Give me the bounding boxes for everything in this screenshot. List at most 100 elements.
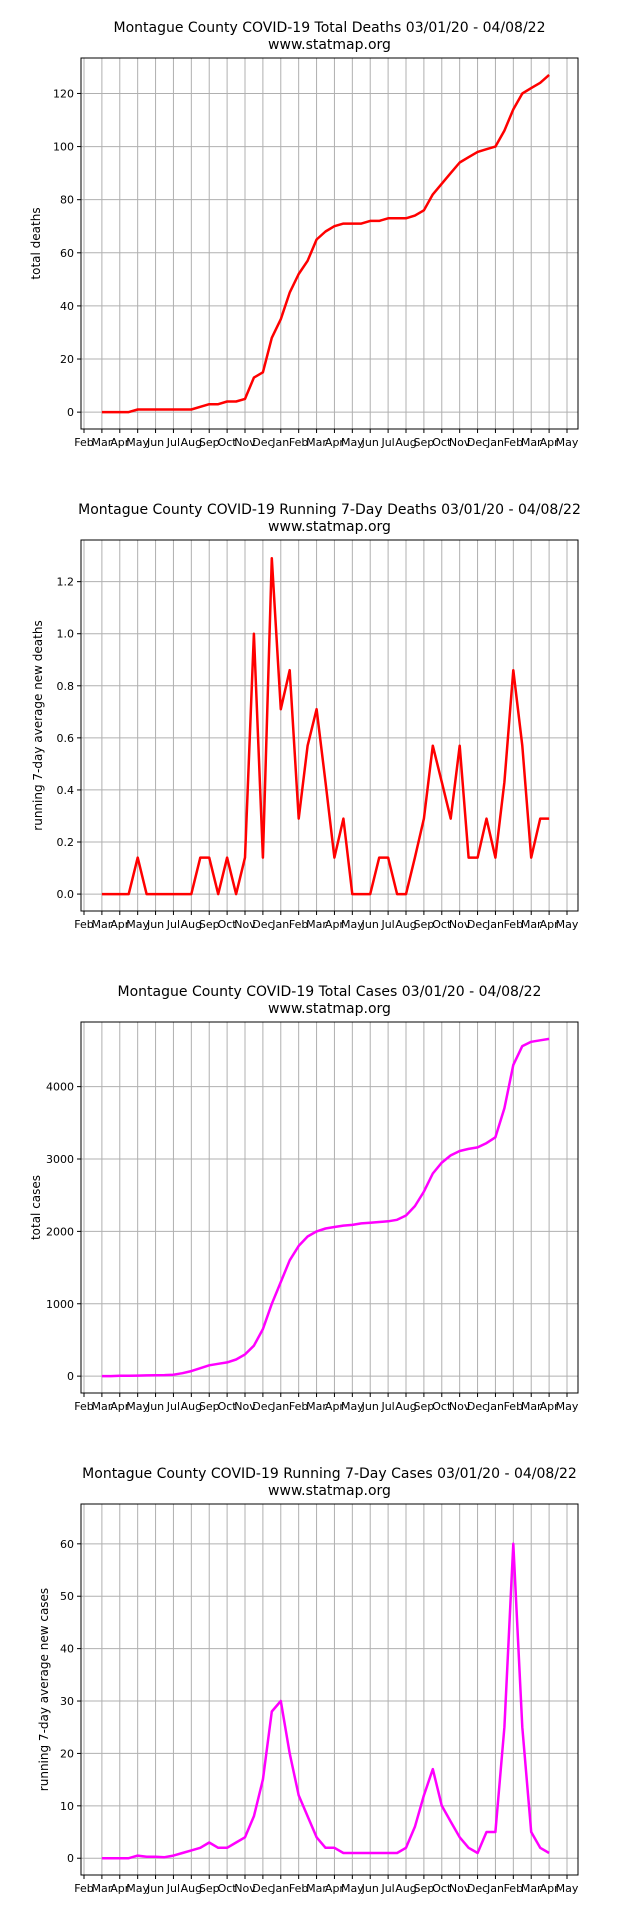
x-tick-label: Feb: [289, 918, 308, 931]
x-tick-label: Nov: [449, 436, 471, 449]
x-tick-label: Apr: [110, 918, 130, 931]
y-tick-label: 0: [67, 406, 74, 419]
x-tick-label: Apr: [325, 1882, 345, 1895]
y-tick-label: 0.8: [57, 680, 75, 693]
x-tick-label: Jul: [166, 918, 180, 931]
y-tick-label: 20: [60, 353, 74, 366]
x-tick-label: Apr: [325, 1400, 345, 1413]
x-tick-label: May: [126, 1400, 149, 1413]
x-tick-label: Jan: [486, 436, 504, 449]
x-tick-label: Feb: [504, 918, 523, 931]
panel: Montague County COVID-19 Total Cases 03/…: [29, 984, 579, 1413]
data-line: [101, 73, 550, 414]
x-tick-label: Jun: [146, 1400, 164, 1413]
y-axis-label: running 7-day average new deaths: [31, 620, 45, 830]
x-tick-label: Jan: [271, 1882, 289, 1895]
x-tick-label: Jun: [361, 1882, 379, 1895]
y-tick-label: 100: [53, 141, 74, 154]
x-tick-label: Oct: [432, 918, 452, 931]
y-tick-label: 2000: [46, 1225, 74, 1238]
x-tick-label: Oct: [218, 1400, 238, 1413]
x-tick-label: Jan: [486, 918, 504, 931]
x-tick-label: Feb: [289, 436, 308, 449]
x-tick-label: Apr: [540, 918, 560, 931]
x-tick-label: Jan: [271, 918, 289, 931]
x-tick-label: Mar: [92, 918, 113, 931]
x-tick-label: Jun: [361, 436, 379, 449]
x-tick-label: Oct: [218, 436, 238, 449]
y-tick-label: 0.0: [57, 888, 75, 901]
x-tick-label: May: [341, 436, 364, 449]
plot-frame: [80, 57, 579, 430]
x-tick-label: Jul: [166, 436, 180, 449]
x-tick-label: Oct: [432, 1400, 452, 1413]
x-tick-label: Sep: [199, 918, 220, 931]
x-tick-label: Dec: [252, 1400, 273, 1413]
x-tick-label: Dec: [467, 1400, 488, 1413]
chart-title: Montague County COVID-19 Running 7-Day C…: [82, 1466, 577, 1482]
x-tick-label: Sep: [199, 436, 220, 449]
x-tick-label: May: [341, 1882, 364, 1895]
x-tick-label: May: [126, 436, 149, 449]
x-tick-label: Oct: [432, 1882, 452, 1895]
x-tick-label: Apr: [110, 1400, 130, 1413]
chart-title: Montague County COVID-19 Total Cases 03/…: [118, 984, 542, 1000]
x-tick-label: Apr: [325, 918, 345, 931]
x-tick-label: Sep: [414, 918, 435, 931]
x-tick-label: Apr: [110, 1882, 130, 1895]
x-tick-label: Aug: [181, 918, 202, 931]
chart-subtitle: www.statmap.org: [268, 1001, 391, 1017]
y-tick-label: 1.2: [57, 576, 75, 589]
x-tick-label: May: [341, 1400, 364, 1413]
plot-frame: [80, 1021, 579, 1394]
x-tick-label: Apr: [540, 436, 560, 449]
y-tick-label: 50: [60, 1590, 74, 1603]
x-tick-label: Jan: [486, 1882, 504, 1895]
x-tick-label: Sep: [414, 1882, 435, 1895]
x-tick-label: Aug: [395, 436, 416, 449]
x-tick-label: Jan: [486, 1400, 504, 1413]
x-tick-label: Dec: [252, 918, 273, 931]
x-tick-label: Dec: [252, 436, 273, 449]
x-tick-label: May: [556, 1882, 579, 1895]
x-tick-label: Sep: [199, 1882, 220, 1895]
x-tick-label: Apr: [110, 436, 130, 449]
x-tick-label: Jul: [380, 436, 394, 449]
y-tick-label: 0.4: [57, 784, 75, 797]
panel: Montague County COVID-19 Running 7-Day C…: [37, 1466, 579, 1895]
x-tick-label: Feb: [504, 1400, 523, 1413]
y-tick-label: 0: [67, 1370, 74, 1383]
x-tick-label: Jul: [166, 1882, 180, 1895]
y-tick-label: 3000: [46, 1153, 74, 1166]
x-tick-label: Nov: [234, 918, 256, 931]
x-tick-label: Nov: [449, 1400, 471, 1413]
y-axis-label: total cases: [29, 1175, 43, 1240]
x-tick-label: Feb: [74, 1400, 93, 1413]
x-tick-label: May: [556, 1400, 579, 1413]
x-tick-label: Mar: [306, 436, 327, 449]
chart-title: Montague County COVID-19 Total Deaths 03…: [113, 20, 545, 36]
y-tick-label: 80: [60, 194, 74, 207]
data-line: [101, 1542, 550, 1860]
x-tick-label: Mar: [521, 1400, 542, 1413]
x-tick-label: Mar: [92, 436, 113, 449]
x-tick-label: Mar: [306, 1882, 327, 1895]
x-tick-label: Aug: [181, 1400, 202, 1413]
x-tick-label: May: [556, 436, 579, 449]
x-tick-label: Nov: [234, 1400, 256, 1413]
x-tick-label: Feb: [289, 1882, 308, 1895]
x-tick-label: Nov: [449, 1882, 471, 1895]
x-tick-label: Sep: [199, 1400, 220, 1413]
x-tick-label: Aug: [395, 1882, 416, 1895]
x-tick-label: Jun: [146, 918, 164, 931]
chart-subtitle: www.statmap.org: [268, 519, 391, 535]
x-tick-label: Jun: [146, 1882, 164, 1895]
x-tick-label: Sep: [414, 436, 435, 449]
x-tick-label: Dec: [252, 1882, 273, 1895]
y-tick-label: 40: [60, 300, 74, 313]
x-tick-label: Dec: [467, 436, 488, 449]
x-tick-label: Jul: [380, 1882, 394, 1895]
x-tick-label: Nov: [449, 918, 471, 931]
x-tick-label: Sep: [414, 1400, 435, 1413]
